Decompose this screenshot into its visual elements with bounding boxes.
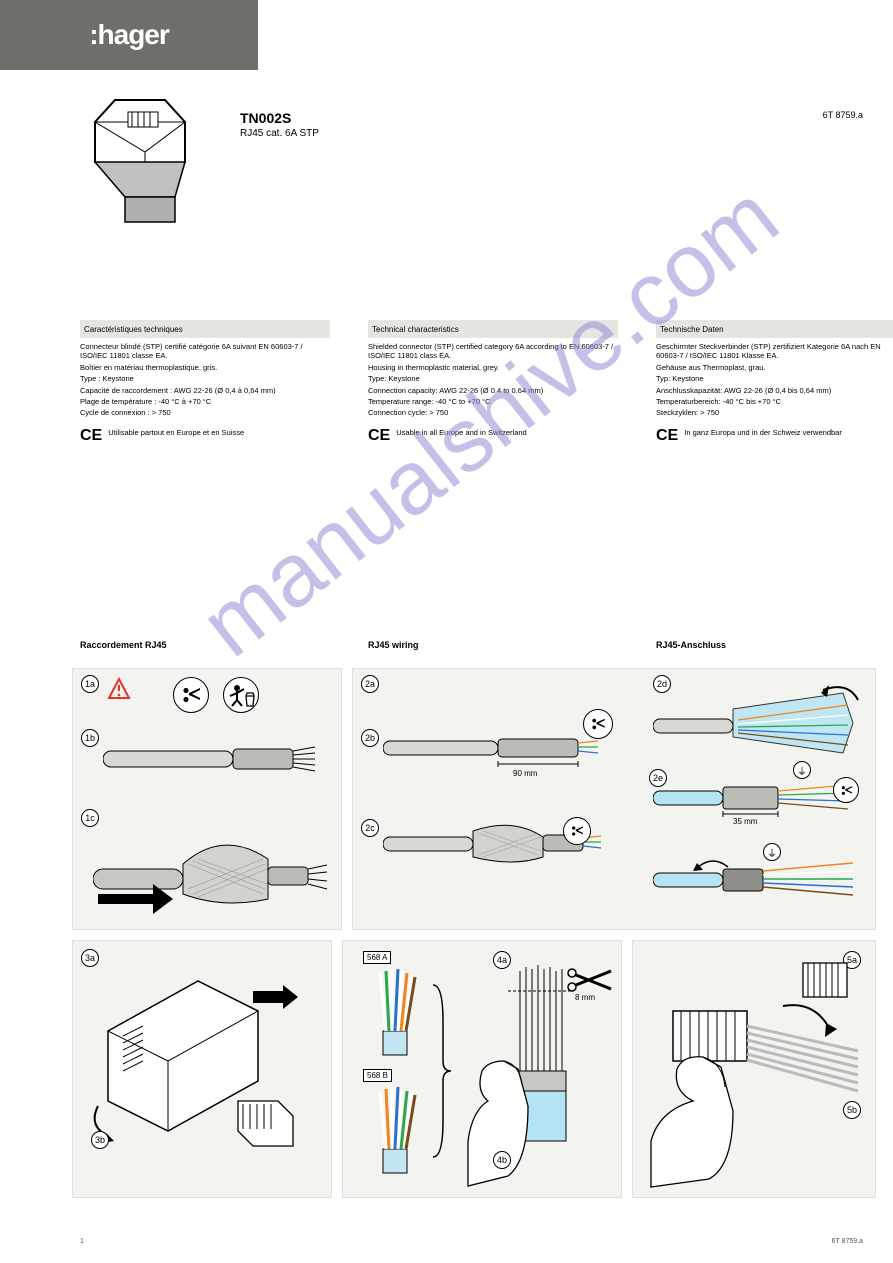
en-line: Type: Keystone xyxy=(368,374,618,383)
column-fr: Caractéristiques techniques Connecteur b… xyxy=(80,320,330,444)
col-body-fr: Connecteur blindé (STP) certifié catégor… xyxy=(80,342,330,418)
de-line: Steckzyklen: > 750 xyxy=(656,408,893,417)
de-line: Temperaturbereich: -40 °C bis +70 °C xyxy=(656,397,893,406)
foil-trim-illustration xyxy=(653,769,863,824)
fr-line: Boîtier en matériau thermoplastique, gri… xyxy=(80,363,330,372)
ce-row-de: CE In ganz Europa und in der Schweiz ver… xyxy=(656,428,893,444)
fr-line: Cycle de connexion : > 750 xyxy=(80,408,330,417)
footer-left: 1 xyxy=(80,1238,84,1245)
footer-right: 6T 8759.a xyxy=(832,1238,863,1245)
fr-line: Capacité de raccordement : AWG 22-26 (Ø … xyxy=(80,386,330,395)
fr-line: Type : Keystone xyxy=(80,374,330,383)
wiring-title-en: RJ45 wiring xyxy=(368,640,419,650)
standard-tag-b: 568 B xyxy=(363,1069,392,1082)
step-badge: 3b xyxy=(91,1131,109,1149)
col-head-en: Technical characteristics xyxy=(368,320,618,338)
ce-mark-icon: CE xyxy=(368,428,390,444)
step-badge: 2a xyxy=(361,675,379,693)
en-line: Connection capacity: AWG 22-26 (Ø 0.4 to… xyxy=(368,386,618,395)
de-line: Geschirmter Steckverbinder (STP) zertifi… xyxy=(656,342,893,361)
en-line: Housing in thermoplastic material, grey. xyxy=(368,363,618,372)
wiring-title-text: RJ45 wiring xyxy=(368,640,419,650)
wires-568b-illustration xyxy=(367,1087,423,1175)
ce-row-fr: CE Utilisable partout en Europe et en Su… xyxy=(80,428,330,444)
step-badge: 2c xyxy=(361,819,379,837)
step-badge: 1b xyxy=(81,729,99,747)
cable-strip-illustration xyxy=(103,733,323,783)
fr-line: Connecteur blindé (STP) certifié catégor… xyxy=(80,342,330,361)
wiring-title-text: Raccordement RJ45 xyxy=(80,640,167,650)
brand-header: :hager xyxy=(0,0,258,70)
column-de: Technische Daten Geschirmter Steckverbin… xyxy=(656,320,893,444)
ground-icon: ⏚ xyxy=(763,843,781,861)
connector-open-illustration xyxy=(88,951,318,1161)
wiring-title-text: RJ45-Anschluss xyxy=(656,640,726,650)
brand-logo: :hager xyxy=(89,19,169,51)
de-line: Anschlusskapazität: AWG 22-26 (Ø 0,4 bis… xyxy=(656,386,893,395)
product-illustration xyxy=(80,92,200,232)
en-line: Connection cycle: > 750 xyxy=(368,408,618,417)
ce-row-en: CE Usable in all Europe and in Switzerla… xyxy=(368,428,618,444)
warning-icon xyxy=(107,677,131,701)
step-badge: 4b xyxy=(493,1151,511,1169)
panel-step5: 5a 5b xyxy=(632,940,876,1198)
de-line: Gehäuse aus Thermoplast, grau. xyxy=(656,363,893,372)
cable-braid-fold-illustration xyxy=(93,809,333,919)
ce-text-en: Usable in all Europe and in Switzerland xyxy=(396,428,527,437)
product-name: RJ45 cat. 6A STP xyxy=(240,128,319,139)
trash-icon xyxy=(223,677,259,713)
fr-line: Plage de température : -40 °C à +70 °C xyxy=(80,397,330,406)
scissors-icon xyxy=(173,677,209,713)
de-line: Typ: Keystone xyxy=(656,374,893,383)
en-line: Temperature range: -40 °C to +70 °C xyxy=(368,397,618,406)
hand-insert-illustration xyxy=(643,951,867,1191)
ce-text-fr: Utilisable partout en Europe et en Suiss… xyxy=(108,428,244,437)
dimension-label: 90 mm xyxy=(513,769,537,778)
panel-step2: 2a 2b 90 mm 2c 2d xyxy=(352,668,876,930)
col-body-en: Shielded connector (STP) certified categ… xyxy=(368,342,618,418)
standard-tag-a: 568 A xyxy=(363,951,391,964)
col-head-de: Technische Daten xyxy=(656,320,893,338)
wiring-title-fr: Raccordement RJ45 xyxy=(80,640,167,650)
scissors-icon xyxy=(833,777,859,803)
cable-braid-cut-illustration xyxy=(383,809,623,879)
step-badge: 2b xyxy=(361,729,379,747)
ce-mark-icon: CE xyxy=(80,428,102,444)
ground-icon: ⏚ xyxy=(793,761,811,779)
foil-open-illustration xyxy=(653,685,863,755)
en-line: Shielded connector (STP) certified categ… xyxy=(368,342,618,361)
dimension-label: 8 mm xyxy=(575,993,595,1002)
column-en: Technical characteristics Shielded conne… xyxy=(368,320,618,444)
col-body-de: Geschirmter Steckverbinder (STP) zertifi… xyxy=(656,342,893,418)
col-head-fr: Caractéristiques techniques xyxy=(80,320,330,338)
wiring-title-de: RJ45-Anschluss xyxy=(656,640,726,650)
foil-folded-illustration xyxy=(653,849,863,909)
step-badge: 5b xyxy=(843,1101,861,1119)
panel-step4: 568 A 568 B 4a xyxy=(342,940,622,1198)
scissors-icon xyxy=(563,817,591,845)
product-ref: TN002S xyxy=(240,110,291,126)
wires-568a-illustration xyxy=(367,969,423,1057)
scissors-icon xyxy=(583,709,613,739)
step-badge: 1a xyxy=(81,675,99,693)
brace-icon xyxy=(429,981,453,1161)
ce-mark-icon: CE xyxy=(656,428,678,444)
ce-text-de: In ganz Europa und in der Schweiz verwen… xyxy=(684,428,842,437)
panel-step1: 1a 1b 1c xyxy=(72,668,342,930)
dimension-label: 35 mm xyxy=(733,817,757,826)
page-code: 6T 8759.a xyxy=(823,110,863,120)
panel-step3: 3a 3b xyxy=(72,940,332,1198)
